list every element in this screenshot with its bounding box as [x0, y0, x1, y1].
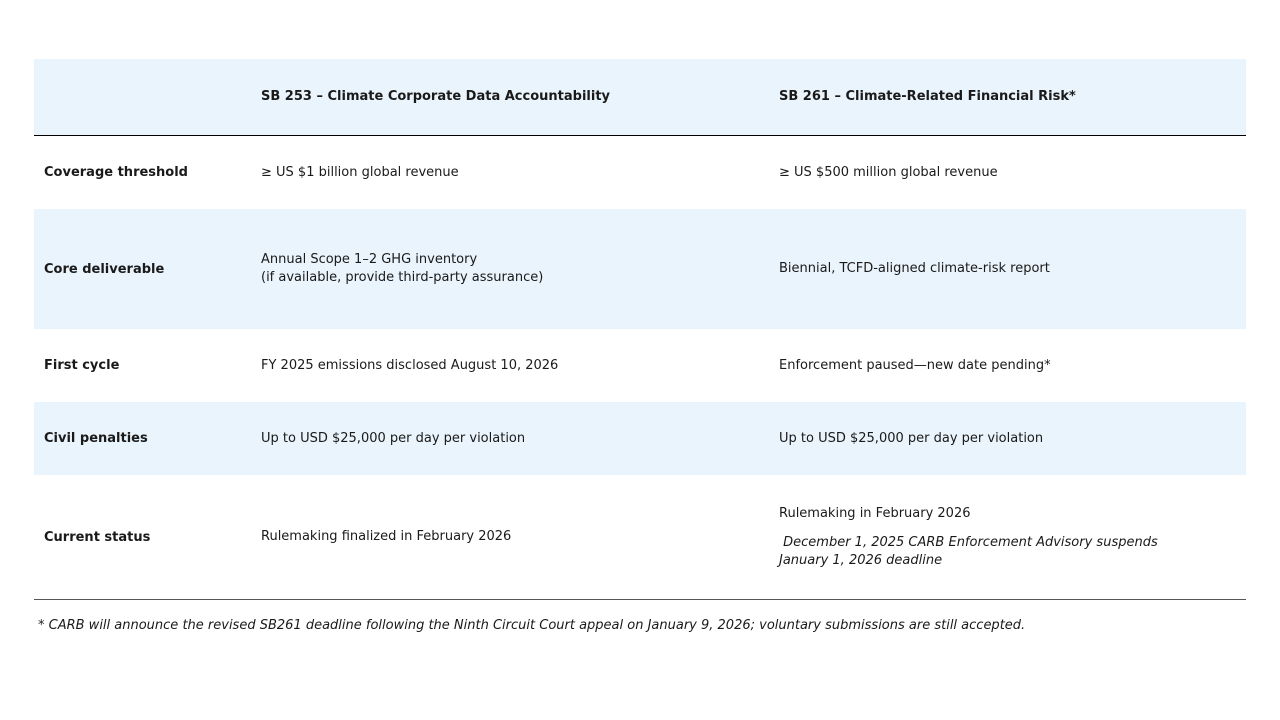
sb261-cell: Rulemaking in February 2026 December 1, …	[779, 505, 1219, 570]
footnote: * CARB will announce the revised SB261 d…	[38, 618, 1026, 633]
sb261-note: January 1, 2026 deadline	[779, 552, 943, 568]
row-label: Core deliverable	[44, 261, 165, 277]
sb261-cell: Biennial, TCFD-aligned climate-risk repo…	[779, 261, 1050, 276]
row-label: Civil penalties	[44, 431, 148, 446]
sb253-cell: Rulemaking finalized in February 2026	[261, 529, 512, 544]
row-label: Current status	[44, 529, 151, 545]
sb261-cell: ≥ US $500 million global revenue	[779, 164, 998, 180]
header-sb261: SB 261 – Climate-Related Financial Risk*	[779, 89, 1076, 104]
row-label: Coverage threshold	[44, 165, 188, 180]
sb253-line: (if available, provide third-party assur…	[261, 270, 544, 285]
sb253-line: Annual Scope 1–2 GHG inventory	[261, 252, 478, 267]
row-label: First cycle	[44, 358, 120, 373]
sb253-cell: FY 2025 emissions disclosed August 10, 2…	[261, 357, 559, 373]
sb261-cell: Enforcement paused—new date pending*	[779, 357, 1051, 373]
comparison-table: SB 253 – Climate Corporate Data Accounta…	[34, 59, 1246, 600]
sb261-line: Rulemaking in February 2026	[779, 505, 971, 521]
sb253-cell: Up to USD $25,000 per day per violation	[261, 430, 526, 446]
table-row: Coverage threshold ≥ US $1 billion globa…	[34, 136, 1246, 209]
table-row: Current status Rulemaking finalized in F…	[34, 475, 1246, 600]
sb253-cell: ≥ US $1 billion global revenue	[261, 164, 459, 180]
table-row: Civil penalties Up to USD $25,000 per da…	[34, 402, 1246, 475]
sb253-cell: Annual Scope 1–2 GHG inventory (if avail…	[261, 251, 761, 287]
header-sb253: SB 253 – Climate Corporate Data Accounta…	[261, 89, 611, 104]
sb261-note: December 1, 2025 CARB Enforcement Adviso…	[779, 534, 1158, 550]
table-row: First cycle FY 2025 emissions disclosed …	[34, 329, 1246, 402]
sb261-cell: Up to USD $25,000 per day per violation	[779, 430, 1044, 446]
table-header-row: SB 253 – Climate Corporate Data Accounta…	[34, 59, 1246, 136]
table-row: Core deliverable Annual Scope 1–2 GHG in…	[34, 209, 1246, 329]
